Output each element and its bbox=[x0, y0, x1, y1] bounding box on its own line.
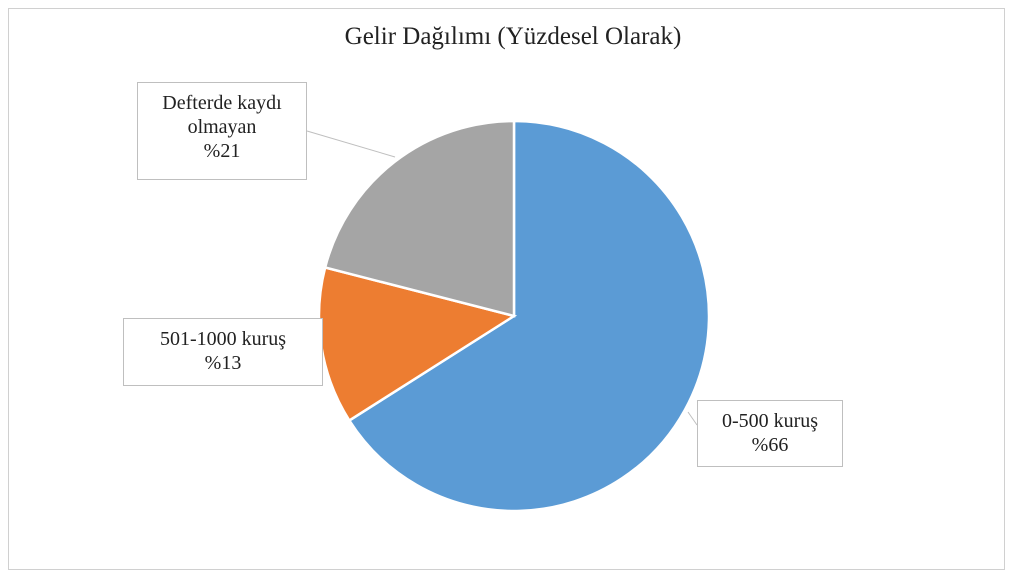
pie-slice bbox=[347, 119, 711, 513]
label-value: %21 bbox=[203, 140, 241, 162]
label-value: %13 bbox=[204, 352, 242, 374]
leader-line bbox=[687, 411, 698, 426]
pie bbox=[317, 119, 711, 513]
label-category: 0-500 kuruş bbox=[721, 410, 819, 432]
chart-title: Gelir Dağılımı (Yüzdesel Olarak) bbox=[345, 23, 682, 50]
label-value: %66 bbox=[751, 434, 789, 456]
pie-slice bbox=[323, 119, 516, 318]
data-label: 501-1000 kuruş %13 bbox=[123, 318, 323, 386]
data-label: 0-500 kuruş %66 bbox=[697, 400, 843, 467]
leader-line bbox=[306, 130, 396, 158]
label-category: 501-1000 kuruş bbox=[159, 328, 287, 350]
label-category: Defterde kaydı olmayan bbox=[162, 92, 282, 138]
data-label: Defterde kaydı olmayan %21 bbox=[137, 82, 307, 180]
